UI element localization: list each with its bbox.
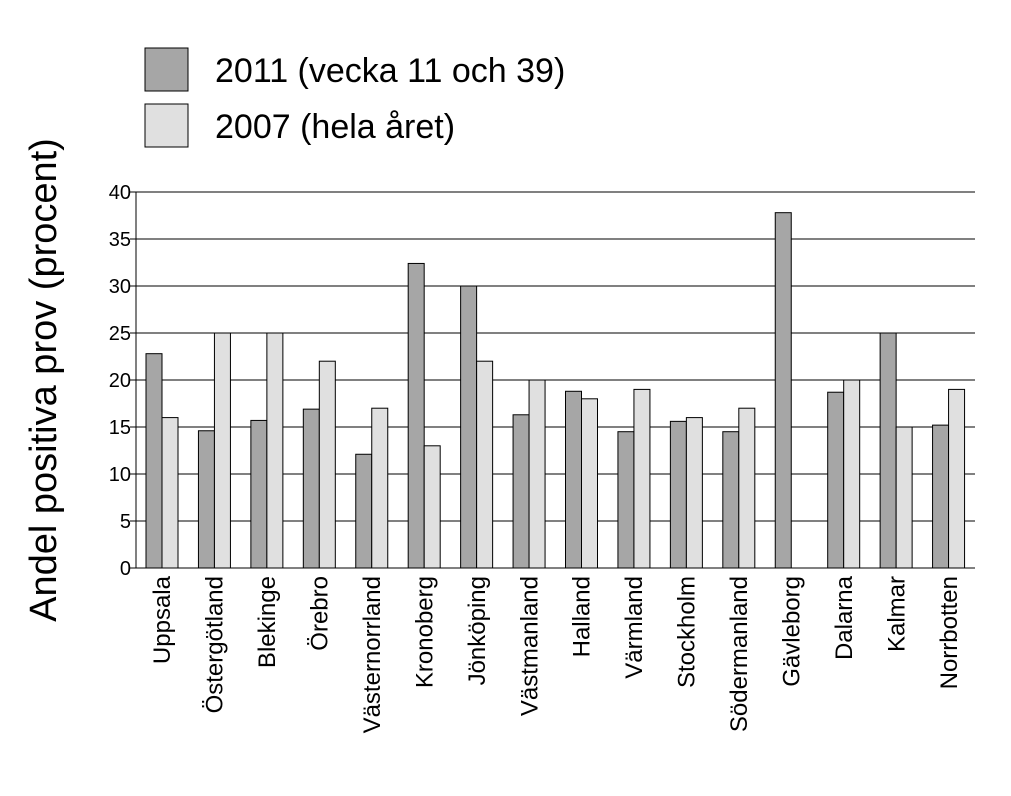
bar-series1: [932, 424, 950, 569]
legend-swatch: [144, 47, 189, 92]
x-tick-label: Stockholm: [674, 576, 701, 688]
bar-series2: [161, 417, 179, 569]
y-tick-label: 10: [109, 464, 131, 486]
axes: [135, 192, 975, 569]
bar-series2: [895, 426, 913, 569]
x-tick-label: Halland: [569, 576, 596, 657]
bar-series2: [476, 360, 494, 569]
x-tick-label: Dalarna: [831, 575, 858, 660]
legend-label: 2007 (hela året): [215, 108, 455, 146]
x-axis-labels: Uppsala Östergötland Blekinge Örebro Västern…: [149, 575, 963, 733]
y-tick-label: 40: [109, 182, 131, 204]
x-tick-label: Östergötland: [202, 576, 229, 713]
bars: [145, 212, 966, 569]
y-axis-label: Andel positiva prov (procent): [23, 138, 65, 622]
legend: 2011 (vecka 11 och 39) 2007 (hela året): [144, 47, 565, 148]
bar-series2: [423, 445, 441, 569]
bar-series2: [738, 407, 756, 569]
bar-series2: [528, 379, 546, 569]
y-tick-label: 5: [120, 511, 131, 533]
x-tick-label: Södermanland: [726, 576, 753, 732]
bar-series1: [722, 431, 740, 569]
bar-series2: [633, 388, 651, 569]
y-tick-label: 35: [109, 229, 131, 251]
bar-series1: [774, 212, 792, 569]
y-axis-ticks: 0 5 10 15 20 25 30 35 40: [109, 182, 136, 580]
x-tick-label: Värmland: [621, 576, 648, 679]
x-tick-label: Jönköping: [464, 576, 491, 685]
x-tick-label: Kronoberg: [411, 576, 438, 688]
bar-series1: [827, 391, 845, 569]
bar-series1: [512, 414, 530, 569]
bar-series1: [879, 332, 897, 569]
bar-series1: [460, 285, 478, 569]
bar-series1: [565, 390, 582, 569]
x-tick-label: Uppsala: [149, 575, 176, 664]
bar-series1: [355, 453, 373, 569]
bar-series2: [266, 332, 284, 569]
bar-series2: [948, 388, 966, 569]
bar-series1: [250, 419, 268, 569]
bar-series2: [581, 398, 598, 569]
bar-series1: [669, 420, 687, 569]
x-tick-label: Norrbotten: [936, 576, 963, 689]
bar-series2: [213, 332, 231, 569]
y-tick-label: 25: [109, 323, 131, 345]
y-tick-label: 0: [120, 558, 131, 580]
bar-series1: [407, 262, 425, 569]
bar-series2: [685, 417, 703, 569]
legend-label: 2011 (vecka 11 och 39): [215, 52, 565, 90]
x-tick-label: Gävleborg: [778, 576, 805, 687]
bar-series1: [197, 430, 215, 569]
x-tick-label: Västmanland: [516, 576, 543, 716]
y-tick-label: 30: [109, 276, 131, 298]
bar-series2: [318, 360, 336, 569]
x-tick-label: Västernorrland: [359, 576, 386, 733]
legend-swatch: [144, 103, 189, 148]
bar-series2: [843, 379, 861, 569]
x-tick-label: Örebro: [307, 576, 334, 651]
bar-series1: [302, 408, 320, 569]
y-tick-label: 15: [109, 417, 131, 439]
bar-series2: [371, 407, 389, 569]
x-tick-label: Kalmar: [883, 576, 910, 652]
x-tick-label: Blekinge: [254, 576, 281, 668]
y-tick-label: 20: [109, 370, 131, 392]
bar-series1: [617, 431, 635, 569]
bar-series1: [145, 353, 163, 569]
